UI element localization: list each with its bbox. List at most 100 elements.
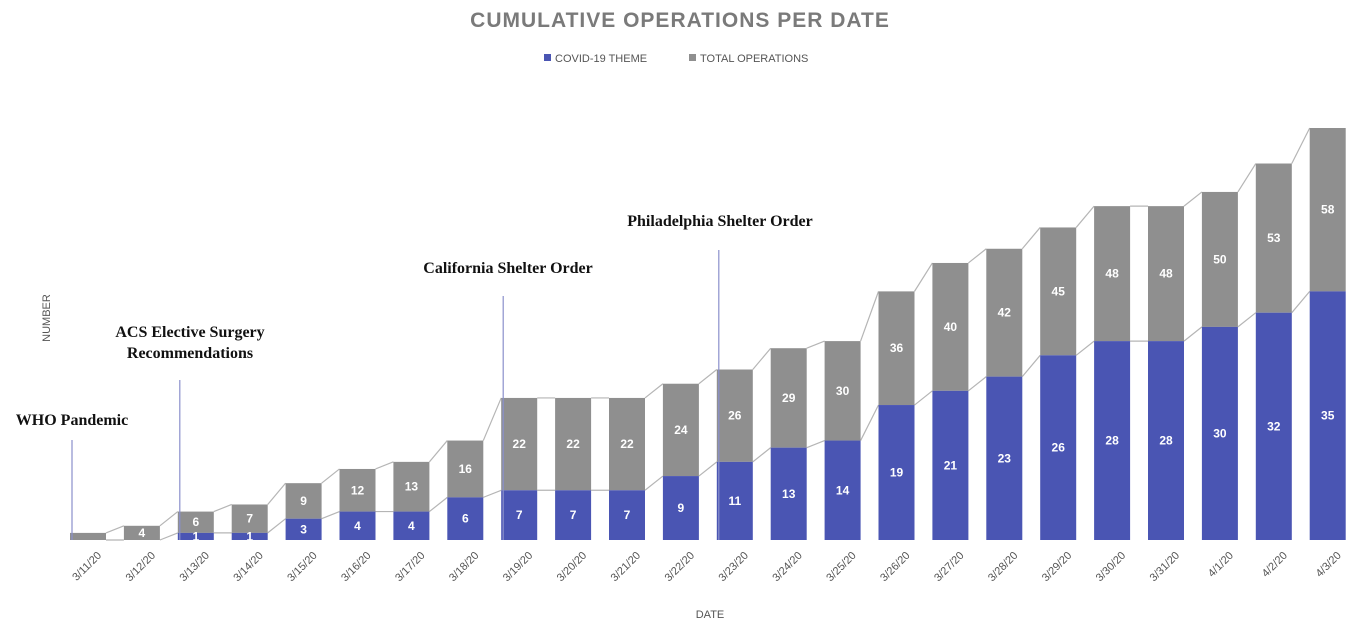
- x-tick-label: 3/29/20: [1040, 550, 1074, 584]
- bar-total-operations: [878, 291, 915, 406]
- total-connector-line: [482, 397, 502, 441]
- bar-covid-theme: [716, 461, 753, 540]
- bar-covid-theme: [447, 497, 484, 540]
- data-label-total: 48: [1105, 267, 1119, 281]
- total-connector-line: [968, 248, 987, 264]
- covid-connector-line: [321, 511, 340, 520]
- data-label-total: 36: [890, 341, 904, 355]
- x-tick-label: 3/11/20: [70, 550, 104, 584]
- data-label-covid: 23: [998, 451, 1012, 465]
- y-axis-label: NUMBER: [41, 294, 53, 342]
- x-tick-label: 3/31/20: [1148, 550, 1182, 584]
- x-tick-label: 3/14/20: [231, 550, 265, 584]
- bar-total-operations: [1309, 128, 1346, 292]
- bar-total-operations: [932, 262, 969, 391]
- bar-covid-theme: [932, 390, 969, 540]
- total-connector-line: [860, 291, 880, 342]
- bar-total-operations: [609, 397, 645, 491]
- covid-connector-line: [1075, 340, 1095, 356]
- bar-total-operations: [770, 348, 807, 448]
- covid-connector-line: [860, 404, 880, 441]
- bar-total-operations: [716, 369, 753, 462]
- covid-connector-line: [698, 461, 718, 477]
- annotation-label: ACS Elective Surgery: [115, 324, 264, 341]
- bar-total-operations: [393, 461, 430, 512]
- x-tick-label: 3/22/20: [663, 550, 697, 584]
- bar-total-operations: [662, 383, 699, 477]
- data-label-total: 42: [998, 306, 1012, 320]
- covid-connector-line: [1291, 290, 1311, 314]
- data-label-total: 30: [836, 384, 850, 398]
- total-connector-line: [213, 503, 232, 513]
- covid-connector-line: [806, 439, 825, 449]
- bar-total-operations: [1094, 206, 1131, 342]
- x-tick-label: 3/27/20: [932, 550, 966, 584]
- bar-covid-theme: [770, 447, 807, 540]
- covid-connector-line: [1021, 354, 1041, 378]
- covid-connector-line: [1237, 312, 1257, 328]
- bar-total-operations: [824, 341, 861, 441]
- total-connector-line: [321, 468, 340, 484]
- bar-covid-theme: [501, 490, 538, 540]
- x-tick-label: 3/12/20: [124, 550, 158, 584]
- bar-covid-theme: [1255, 312, 1292, 540]
- total-connector-line: [267, 482, 287, 505]
- bar-covid-theme: [824, 440, 861, 540]
- total-connector-line: [1021, 227, 1041, 250]
- covid-connector-line: [644, 475, 664, 491]
- x-tick-label: 3/20/20: [555, 550, 589, 584]
- annotation-label: Recommendations: [127, 345, 253, 362]
- bar-covid-theme: [609, 490, 645, 540]
- data-label-covid: 11: [728, 494, 741, 508]
- bar-covid-theme: [878, 405, 915, 540]
- bar-total-operations: [123, 525, 160, 540]
- bar-covid-theme: [1201, 326, 1238, 540]
- covid-connector-line: [429, 496, 448, 513]
- bar-covid-theme: [285, 518, 322, 540]
- total-connector-line: [1237, 163, 1257, 193]
- bar-covid-theme: [177, 532, 214, 540]
- x-tick-label: 3/17/20: [393, 550, 427, 584]
- covid-connector-line: [914, 390, 933, 406]
- bar-total-operations: [285, 483, 322, 519]
- x-tick-label: 3/26/20: [878, 550, 912, 584]
- annotation-label: WHO Pandemic: [16, 412, 128, 429]
- data-label-total: 6: [192, 515, 199, 529]
- data-label-total: 7: [246, 512, 253, 526]
- data-label-total: 40: [944, 320, 958, 334]
- data-label-covid: 19: [890, 466, 904, 480]
- data-label-covid: 14: [836, 483, 850, 497]
- legend: COVID-19 THEME TOTAL OPERATIONS: [544, 53, 808, 65]
- x-tick-label: 3/21/20: [609, 550, 643, 584]
- x-tick-labels: 3/11/20 3/12/20 3/13/20 3/14/20 3/15/20 3/16/…: [70, 550, 1344, 584]
- x-tick-label: 3/23/20: [716, 550, 750, 584]
- bar-covid-theme: [393, 511, 430, 540]
- data-label-covid: 6: [462, 512, 469, 526]
- bar-total-operations: [1148, 206, 1184, 342]
- x-tick-label: 4/2/20: [1260, 550, 1290, 580]
- legend-label-total: TOTAL OPERATIONS: [700, 53, 808, 65]
- data-label-total: 9: [300, 494, 307, 508]
- x-axis-label: DATE: [696, 609, 725, 621]
- x-tick-label: 3/16/20: [339, 550, 373, 584]
- annotation-label: Philadelphia Shelter Order: [627, 213, 812, 230]
- data-label-covid: 13: [782, 487, 796, 501]
- bar-total-operations: [177, 511, 214, 533]
- bar-covid-theme: [339, 511, 376, 540]
- data-label-total: 50: [1213, 252, 1227, 266]
- data-label-covid: 32: [1267, 419, 1281, 433]
- bar-total-operations: [555, 397, 592, 491]
- data-label-total: 4: [139, 526, 146, 540]
- legend-label-covid: COVID-19 THEME: [555, 53, 647, 65]
- bar-covid-theme: [1094, 341, 1131, 540]
- data-label-covid: 3: [300, 522, 307, 536]
- data-label-covid: 7: [624, 508, 631, 522]
- total-connector-line: [159, 511, 179, 527]
- x-tick-label: 3/30/20: [1094, 550, 1128, 584]
- data-label-covid: 1: [246, 529, 253, 543]
- data-label-covid: 4: [408, 519, 415, 533]
- bar-covid-theme: [1040, 355, 1077, 540]
- data-label-total: 26: [728, 409, 742, 423]
- annotation-label: California Shelter Order: [423, 260, 592, 277]
